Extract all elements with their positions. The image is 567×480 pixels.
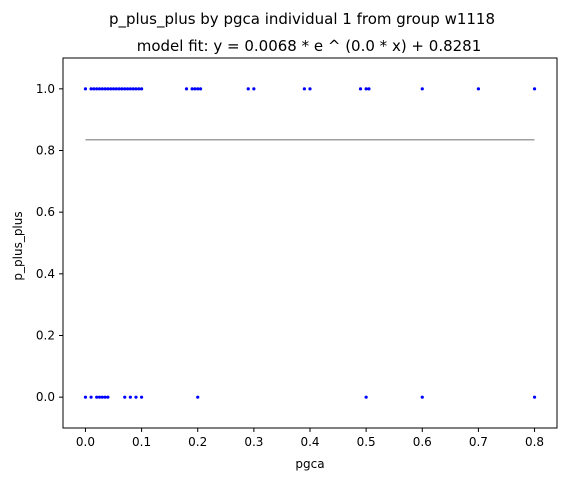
data-point (103, 395, 107, 399)
data-point (128, 395, 132, 399)
data-point (139, 395, 144, 399)
data-point (184, 87, 189, 91)
data-point (123, 87, 127, 91)
y-tick-label: 0.8 (36, 144, 55, 158)
data-point (134, 87, 138, 91)
y-tick-label: 0.6 (36, 205, 55, 219)
data-point (358, 87, 363, 91)
x-axis-label: pgca (295, 457, 324, 471)
x-tick-label: 0.4 (300, 435, 319, 449)
x-tick-label: 0.3 (244, 435, 263, 449)
x-tick-label: 0.8 (525, 435, 544, 449)
axis-ticks: 0.0 0.1 0.2 0.3 0.4 0.5 0.6 0.7 0.8 0.0 0.2 0.4 0.6 0… (36, 82, 544, 449)
y-tick-label: 1.0 (36, 82, 55, 96)
data-point (252, 87, 256, 91)
data-point (89, 87, 93, 91)
y-tick-label: 0.0 (36, 390, 55, 404)
data-point (420, 87, 424, 91)
data-point (89, 395, 93, 399)
data-point (137, 87, 141, 91)
data-point (364, 395, 368, 399)
data-point (128, 87, 132, 91)
y-tick-label: 0.2 (36, 329, 55, 343)
data-point (100, 395, 104, 399)
data-point (476, 87, 481, 91)
data-point (190, 87, 194, 91)
data-point (420, 395, 424, 399)
data-point (111, 87, 116, 91)
x-tick-label: 0.0 (76, 435, 95, 449)
data-point (117, 87, 121, 91)
data-point (114, 87, 118, 91)
data-point (100, 87, 104, 91)
data-point (193, 87, 197, 91)
data-point (532, 395, 537, 399)
plot-area (62, 57, 558, 429)
data-point (120, 87, 124, 91)
data-point (198, 87, 203, 91)
data-point (196, 395, 200, 399)
x-tick-label: 0.6 (413, 435, 432, 449)
data-point (95, 395, 99, 399)
data-point (103, 87, 107, 91)
data-point (97, 395, 102, 399)
data-point (134, 395, 138, 399)
data-point (109, 87, 113, 91)
data-point (106, 395, 110, 399)
data-point (92, 87, 96, 91)
data-point (83, 395, 88, 399)
data-point (308, 87, 312, 91)
data-point (139, 87, 144, 91)
data-point (95, 87, 99, 91)
data-point (131, 87, 135, 91)
data-point (125, 87, 130, 91)
y-axis-label: p_plus_plus (11, 211, 25, 280)
chart-title: p_plus_plus by pgca individual 1 from gr… (109, 10, 495, 29)
y-tick-label: 0.4 (36, 267, 55, 281)
data-point (302, 87, 306, 91)
x-tick-label: 0.5 (357, 435, 376, 449)
x-tick-label: 0.2 (188, 435, 207, 449)
plot-frame (62, 57, 558, 429)
chart-subtitle: model fit: y = 0.0068 * e ^ (0.0 * x) + … (137, 37, 482, 55)
data-point (364, 87, 368, 91)
data-point (246, 87, 250, 91)
x-tick-label: 0.7 (469, 435, 488, 449)
data-point (106, 87, 110, 91)
x-tick-label: 0.1 (132, 435, 151, 449)
data-point (123, 395, 127, 399)
data-point (83, 87, 88, 91)
data-point (196, 87, 200, 91)
data-point (532, 87, 537, 91)
data-point (97, 87, 102, 91)
data-point (367, 87, 371, 91)
